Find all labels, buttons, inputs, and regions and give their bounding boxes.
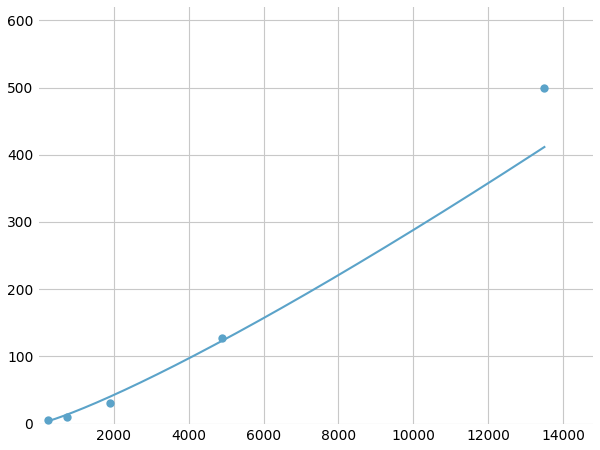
Point xyxy=(43,417,53,424)
Point xyxy=(62,413,72,420)
Point xyxy=(539,84,549,91)
Point xyxy=(218,334,227,341)
Point xyxy=(105,400,115,407)
